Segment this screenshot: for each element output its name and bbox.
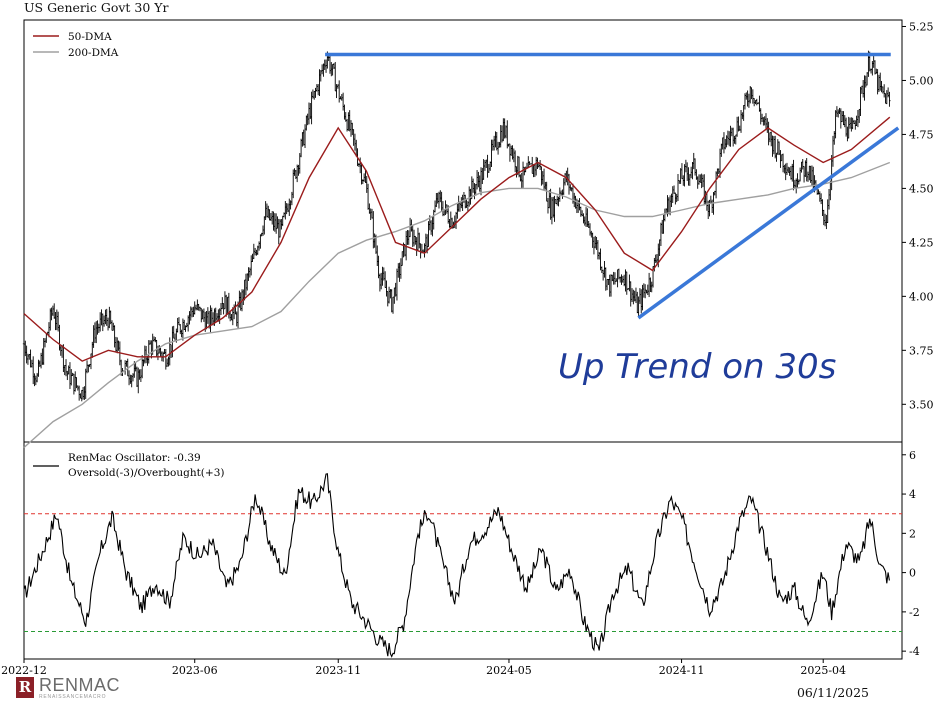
logo-mark: R <box>16 677 34 698</box>
dma200-line <box>23 161 891 449</box>
price-y-tick-label: 5.00 <box>909 74 934 87</box>
osc-y-tick-label: 2 <box>909 527 916 540</box>
x-tick-label: 2023-11 <box>315 664 361 677</box>
x-tick-label: 2024-11 <box>659 664 705 677</box>
legend-dma50-label: 50-DMA <box>68 31 112 43</box>
osc-y-tick-label: 0 <box>909 567 916 580</box>
osc-y-tick-label: 6 <box>909 449 916 462</box>
price-y-tick-label: 3.50 <box>909 398 934 411</box>
x-tick-label: 2024-05 <box>486 664 532 677</box>
x-tick-label: 2022-12 <box>1 664 47 677</box>
price-y-tick-label: 5.25 <box>909 20 934 33</box>
price-y-tick-label: 4.50 <box>909 182 934 195</box>
logo-subtext: RENAISSANCEMACRO <box>39 694 107 700</box>
osc-y-tick-label: -2 <box>909 606 920 619</box>
legend-osc-range-label: Oversold(-3)/Overbought(+3) <box>68 467 224 479</box>
footer-date: 06/11/2025 <box>796 685 869 700</box>
x-tick-label: 2023-06 <box>172 664 218 677</box>
trend-line <box>637 126 900 320</box>
oscillator-line <box>23 473 890 658</box>
dma50-line <box>23 116 891 362</box>
price-y-tick-label: 4.75 <box>909 128 934 141</box>
osc-y-tick-label: -4 <box>909 645 920 658</box>
price-y-tick-label: 4.00 <box>909 290 934 303</box>
legend-dma200-label: 200-DMA <box>68 47 119 59</box>
osc-y-tick-label: 4 <box>909 488 916 501</box>
oscillator-panel <box>23 473 902 658</box>
price-y-tick-label: 3.75 <box>909 344 934 357</box>
price-panel <box>22 50 900 449</box>
legend-osc-label: RenMac Oscillator: -0.39 <box>68 452 201 464</box>
chart-title: US Generic Govt 30 Yr <box>24 0 169 15</box>
renmac-logo: R RENMAC RENAISSANCEMACRO <box>16 675 156 701</box>
axes: 3.50 3.75 4.00 4.25 4.50 4.75 5.00 5.25 -4 -2 0 2 4 6… <box>1 20 933 677</box>
logo-word: RENMAC <box>39 675 121 695</box>
plot-border <box>23 19 903 660</box>
price-y-tick-label: 4.25 <box>909 236 934 249</box>
legends: 50-DMA 200-DMA RenMac Oscillator: -0.39 Ove… <box>33 31 224 479</box>
chart-frame <box>23 19 903 660</box>
annotation-text: Up Trend on 30s <box>558 347 836 387</box>
x-tick-label: 2025-04 <box>800 664 846 677</box>
